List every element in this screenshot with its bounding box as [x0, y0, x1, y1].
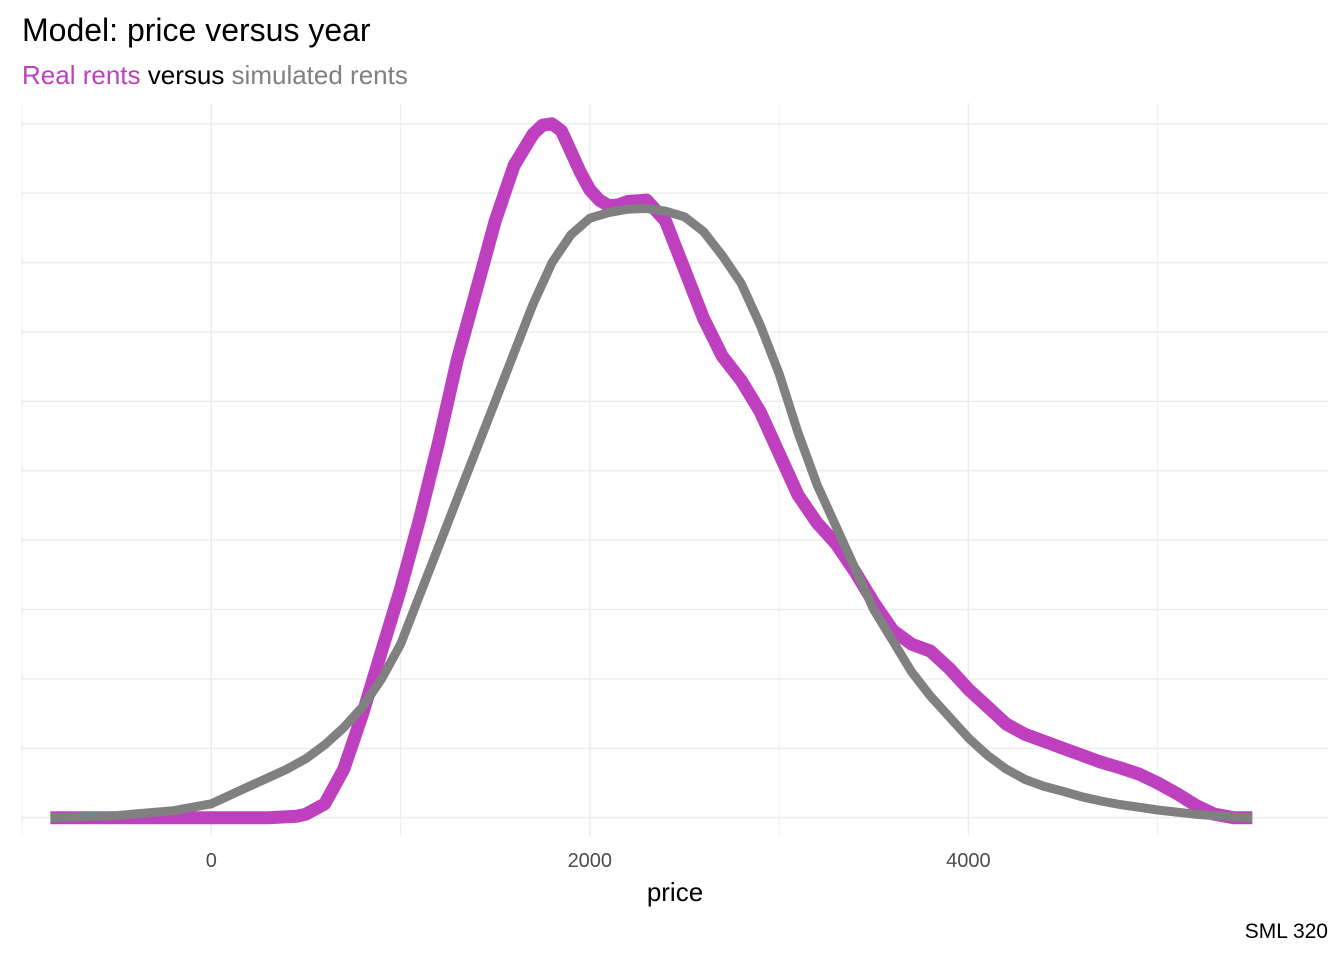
grid — [21, 103, 1328, 835]
subtitle-versus: versus — [147, 60, 225, 90]
subtitle-simulated-rents: simulated rents — [231, 60, 408, 90]
subtitle-real-rents: Real rents — [22, 60, 141, 90]
chart-title: Model: price versus year — [22, 12, 371, 48]
caption: SML 320 — [1244, 920, 1328, 943]
x-tick-label: 0 — [206, 850, 217, 872]
x-axis-title: price — [647, 877, 703, 907]
chart-subtitle: Real rents versus simulated rents — [22, 60, 408, 91]
x-axis-ticks: 0 2000 4000 — [206, 850, 991, 872]
series-line-simulated-rents — [50, 204, 1253, 823]
x-tick-label: 2000 — [568, 850, 613, 872]
series-layer — [50, 117, 1253, 825]
series-line-real-rents — [50, 117, 1253, 825]
x-tick-label: 4000 — [946, 850, 991, 872]
